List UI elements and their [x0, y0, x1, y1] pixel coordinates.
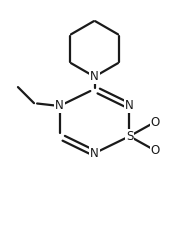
- Text: N: N: [125, 99, 134, 112]
- Text: N: N: [55, 99, 64, 112]
- Text: O: O: [150, 116, 160, 128]
- Text: N: N: [90, 147, 99, 160]
- Text: S: S: [126, 130, 133, 143]
- Text: N: N: [90, 70, 99, 83]
- Text: O: O: [150, 144, 160, 157]
